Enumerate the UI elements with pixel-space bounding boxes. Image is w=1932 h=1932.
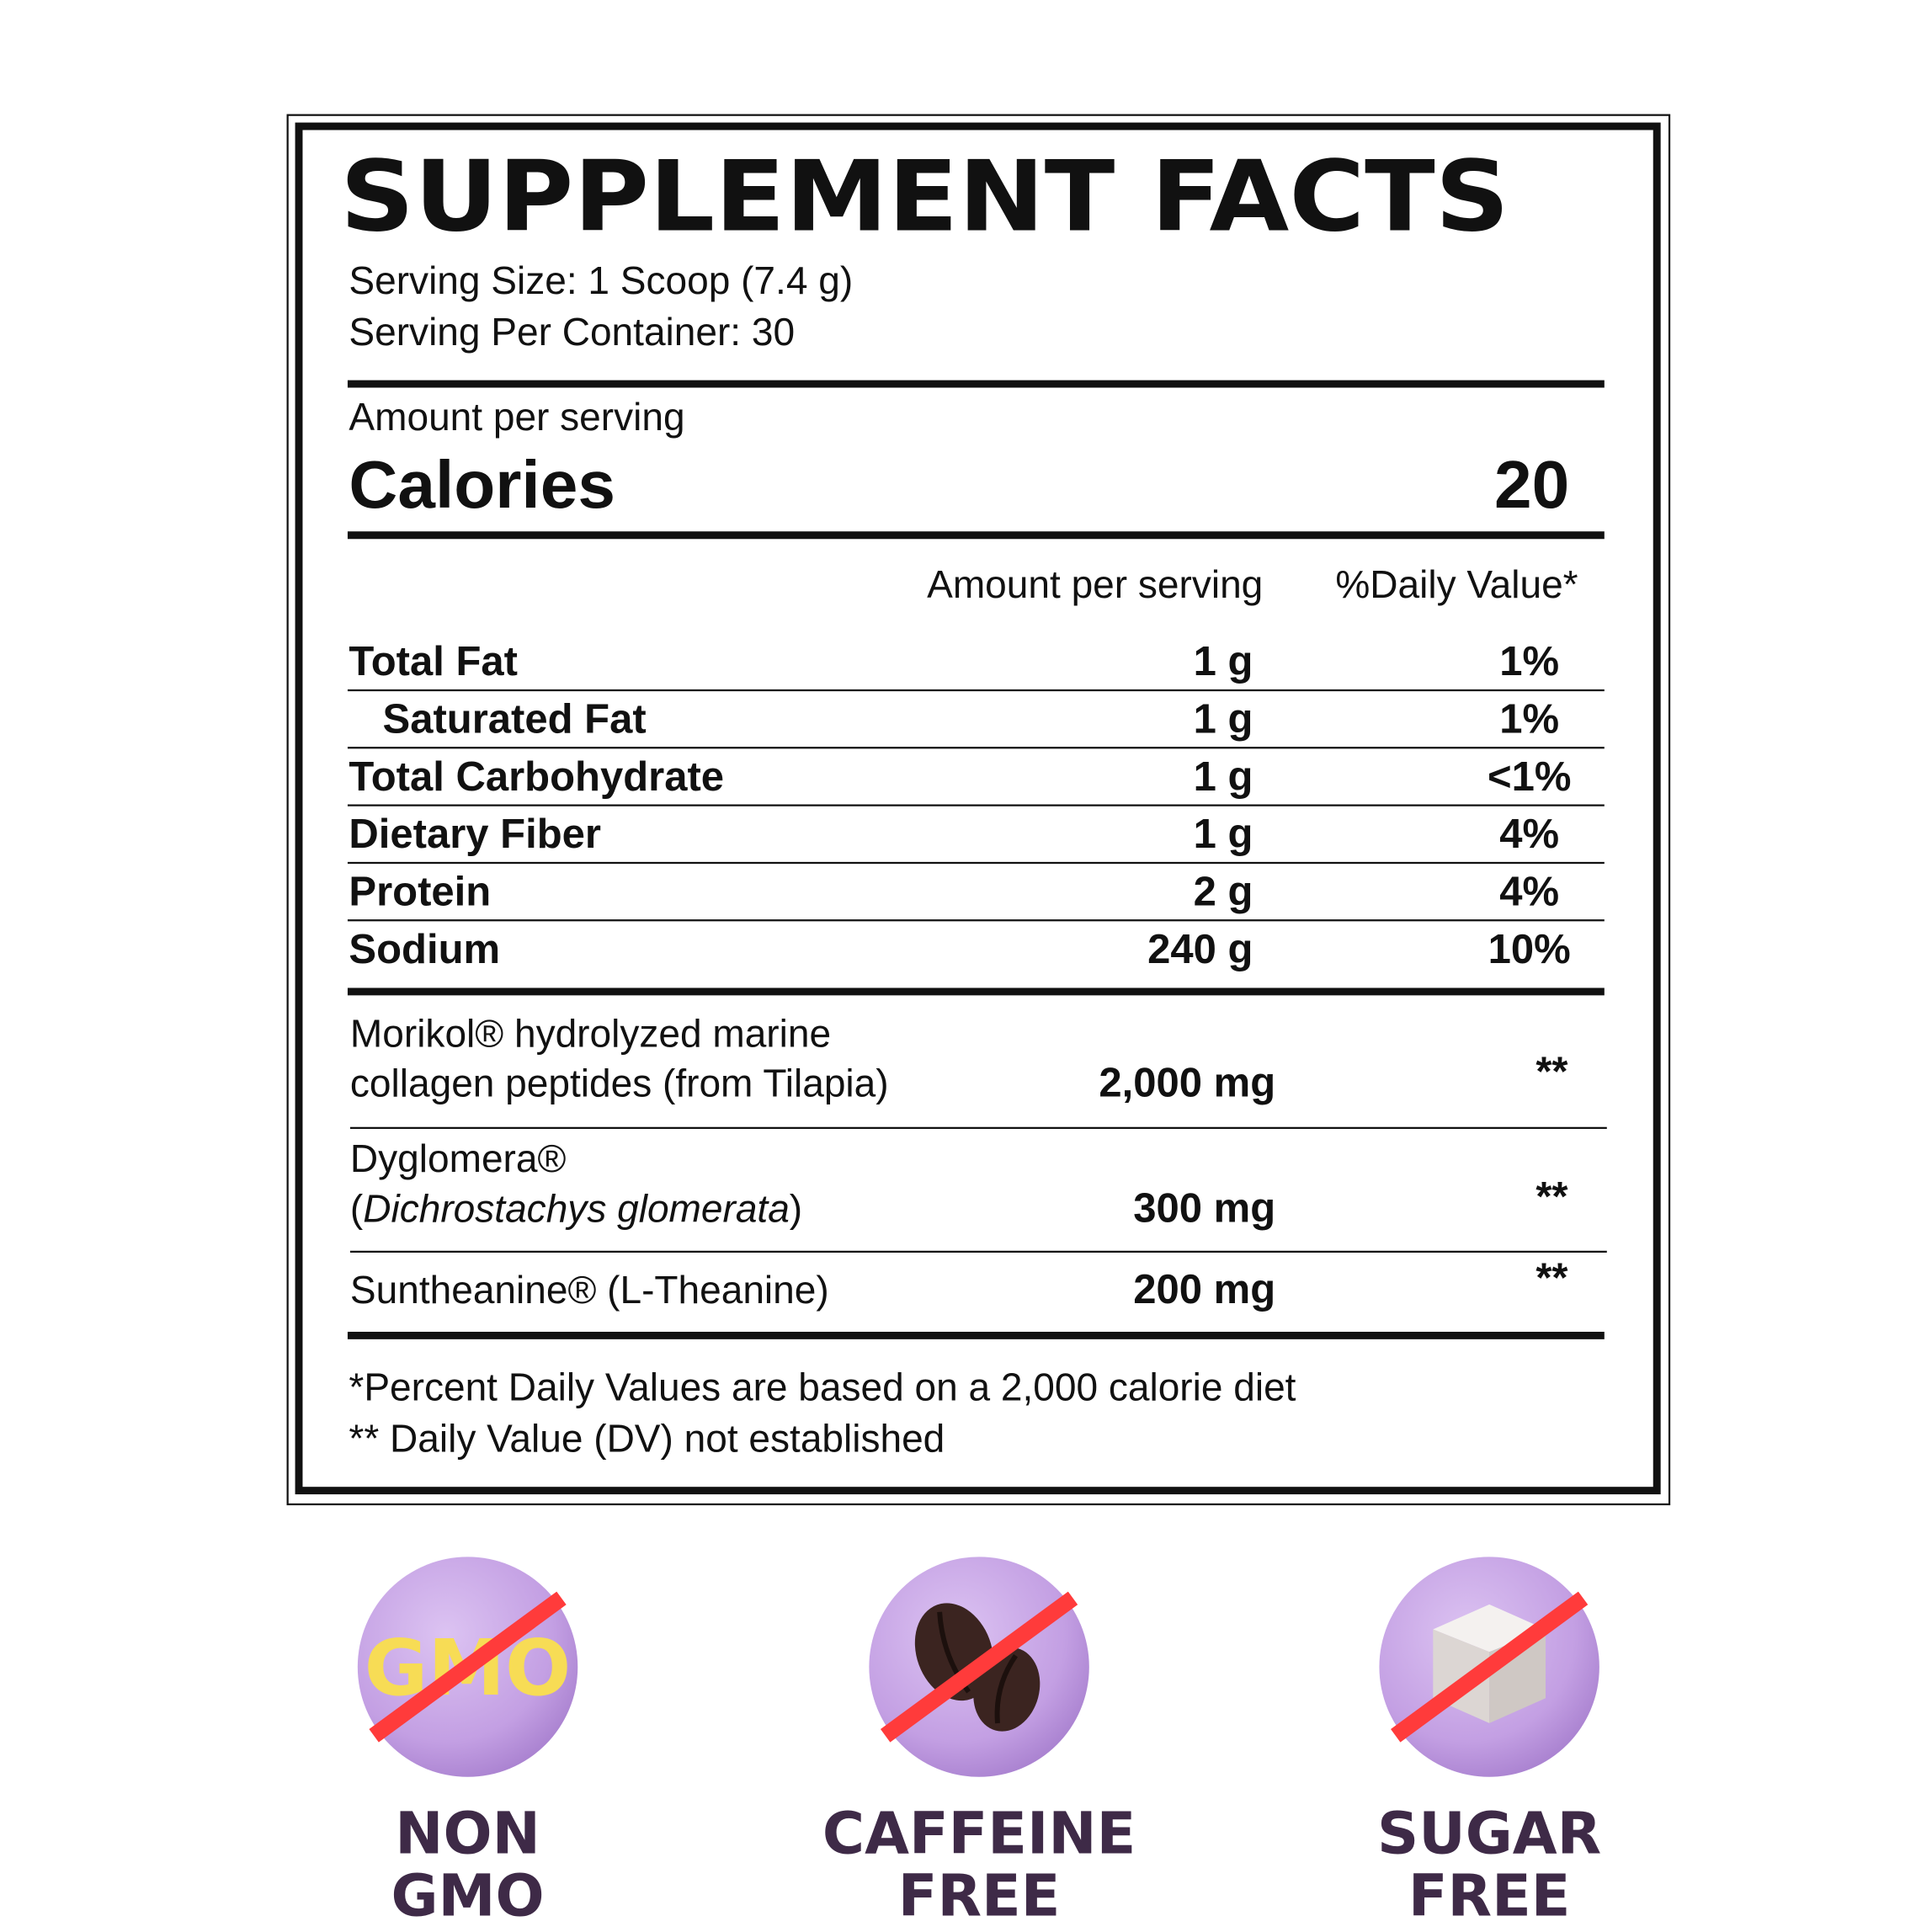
- ingredient-name: Morikol® hydrolyzed marine: [350, 1011, 831, 1055]
- inner-border: [295, 122, 1661, 1495]
- nutrient-amount: 1 g: [1194, 754, 1253, 800]
- ingredient-text: Dichrostachys glomerata: [363, 1186, 790, 1230]
- title: SUPPLEMENT FACTS: [340, 140, 1509, 253]
- badge-label: FREE: [898, 1864, 1061, 1930]
- footnote: ** Daily Value (DV) not established: [349, 1417, 945, 1461]
- nutrient-dv: 1%: [1499, 639, 1559, 684]
- calories-value: 20: [1494, 446, 1569, 522]
- ingredient-text: collagen peptides (from Tilapia): [350, 1062, 889, 1105]
- badge-label: SUGAR: [1377, 1801, 1601, 1867]
- nutrient-dv: 10%: [1488, 927, 1571, 972]
- nutrient-name: Dietary Fiber: [349, 812, 601, 857]
- nutrient-dv: 1%: [1499, 696, 1559, 742]
- ingredient-amount: 300 mg: [1133, 1185, 1275, 1231]
- column-header: Amount per serving: [927, 562, 1263, 606]
- nutrient-dv: <1%: [1488, 754, 1571, 800]
- ingredient-amount: 200 mg: [1133, 1267, 1275, 1312]
- nutrient-amount: 2 g: [1194, 869, 1253, 914]
- ingredient-text: Suntheanine® (L-Theanine): [350, 1268, 829, 1312]
- nutrient-name: Total Fat: [349, 639, 518, 684]
- badge-label: NON: [395, 1801, 540, 1867]
- strike-slash: [369, 1591, 567, 1743]
- ingredient-text: Dyglomera®: [350, 1136, 567, 1180]
- bean-crease: [994, 1653, 1018, 1724]
- calories-caption: Amount per serving: [349, 395, 684, 439]
- badge-label: GMO: [391, 1864, 544, 1930]
- strike-slash: [1391, 1591, 1589, 1743]
- serving-size: Serving Size: 1 Scoop (7.4 g): [349, 258, 853, 302]
- nutrient-amount: 240 g: [1147, 927, 1253, 972]
- ingredient-name: (Dichrostachys glomerata): [350, 1186, 802, 1230]
- outer-border: [286, 114, 1671, 1506]
- badge-label: FREE: [1408, 1864, 1571, 1930]
- nutrient-name: Sodium: [349, 927, 500, 972]
- nutrient-name: Total Carbohydrate: [349, 754, 724, 800]
- ingredient-name: Suntheanine® (L-Theanine): [350, 1268, 829, 1312]
- nutrient-dv: 4%: [1499, 869, 1559, 914]
- calories-label: Calories: [349, 446, 615, 522]
- nutrient-amount: 1 g: [1194, 696, 1253, 742]
- ingredient-dv: **: [1535, 1049, 1568, 1094]
- ingredient-dv: **: [1535, 1174, 1568, 1220]
- ingredient-text: ): [790, 1186, 802, 1230]
- strike-slash: [880, 1591, 1078, 1743]
- ingredient-text: (: [350, 1186, 364, 1230]
- ingredient-amount: 2,000 mg: [1099, 1061, 1275, 1106]
- column-header: %Daily Value*: [1335, 562, 1578, 606]
- ingredient-name: Dyglomera®: [350, 1136, 567, 1180]
- badge-label: CAFFEINE: [822, 1801, 1136, 1867]
- ingredient-name: collagen peptides (from Tilapia): [350, 1062, 889, 1105]
- servings-per-container: Serving Per Container: 30: [349, 310, 795, 354]
- nutrient-name: Saturated Fat: [383, 696, 647, 742]
- nutrient-dv: 4%: [1499, 812, 1559, 857]
- footnote: *Percent Daily Values are based on a 2,0…: [349, 1365, 1296, 1409]
- nutrient-amount: 1 g: [1194, 639, 1253, 684]
- nutrient-amount: 1 g: [1194, 812, 1253, 857]
- ingredient-text: Morikol® hydrolyzed marine: [350, 1011, 831, 1055]
- nutrient-name: Protein: [349, 869, 491, 914]
- ingredient-dv: **: [1535, 1255, 1568, 1301]
